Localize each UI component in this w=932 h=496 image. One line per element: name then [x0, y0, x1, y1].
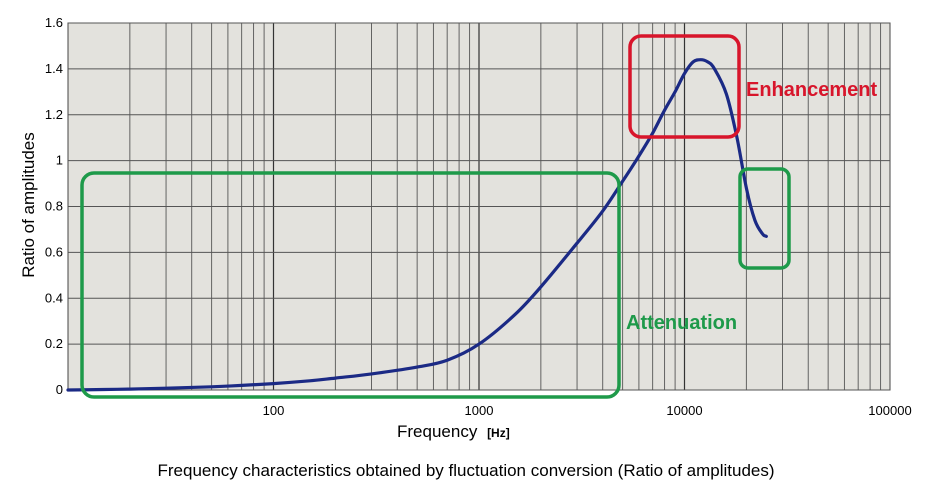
attenuation-box	[80, 171, 621, 399]
y-tick-label: 1.6	[45, 15, 63, 30]
attenuation-box-high	[738, 167, 791, 270]
y-axis-title: Ratio of amplitudes	[19, 132, 38, 278]
x-tick-label: 1000	[465, 403, 494, 418]
x-tick-label: 100	[263, 403, 285, 418]
annotation-attenuation: Attenuation	[626, 312, 737, 334]
annotation-boxes	[80, 34, 791, 399]
chart-caption: Frequency characteristics obtained by fl…	[157, 461, 775, 480]
x-tick-label: 10000	[666, 403, 702, 418]
x-axis-label: Frequency	[397, 422, 478, 441]
y-tick-label: 0.4	[45, 290, 63, 305]
x-tick-label: 100000	[868, 403, 911, 418]
annotation-enhancement: Enhancement	[746, 79, 877, 101]
y-tick-label: 0.8	[45, 199, 63, 214]
y-tick-label: 1.2	[45, 107, 63, 122]
y-tick-label: 0.2	[45, 336, 63, 351]
y-tick-label: 1.4	[45, 61, 63, 76]
y-tick-label: 1	[56, 153, 63, 168]
grid-lines	[68, 22, 890, 391]
x-axis-unit: [Hz]	[487, 426, 510, 440]
y-tick-labels: 0 0.2 0.4 0.6 0.8 1 1.2 1.4 1.6	[45, 15, 63, 397]
x-tick-labels: 100 1000 10000 100000	[263, 403, 912, 418]
y-tick-label: 0.6	[45, 244, 63, 259]
x-axis-title: Frequency [Hz]	[397, 422, 510, 441]
series-lines	[66, 58, 768, 392]
y-tick-label: 0	[56, 382, 63, 397]
series-line	[66, 58, 768, 392]
enhancement-box	[628, 34, 741, 139]
